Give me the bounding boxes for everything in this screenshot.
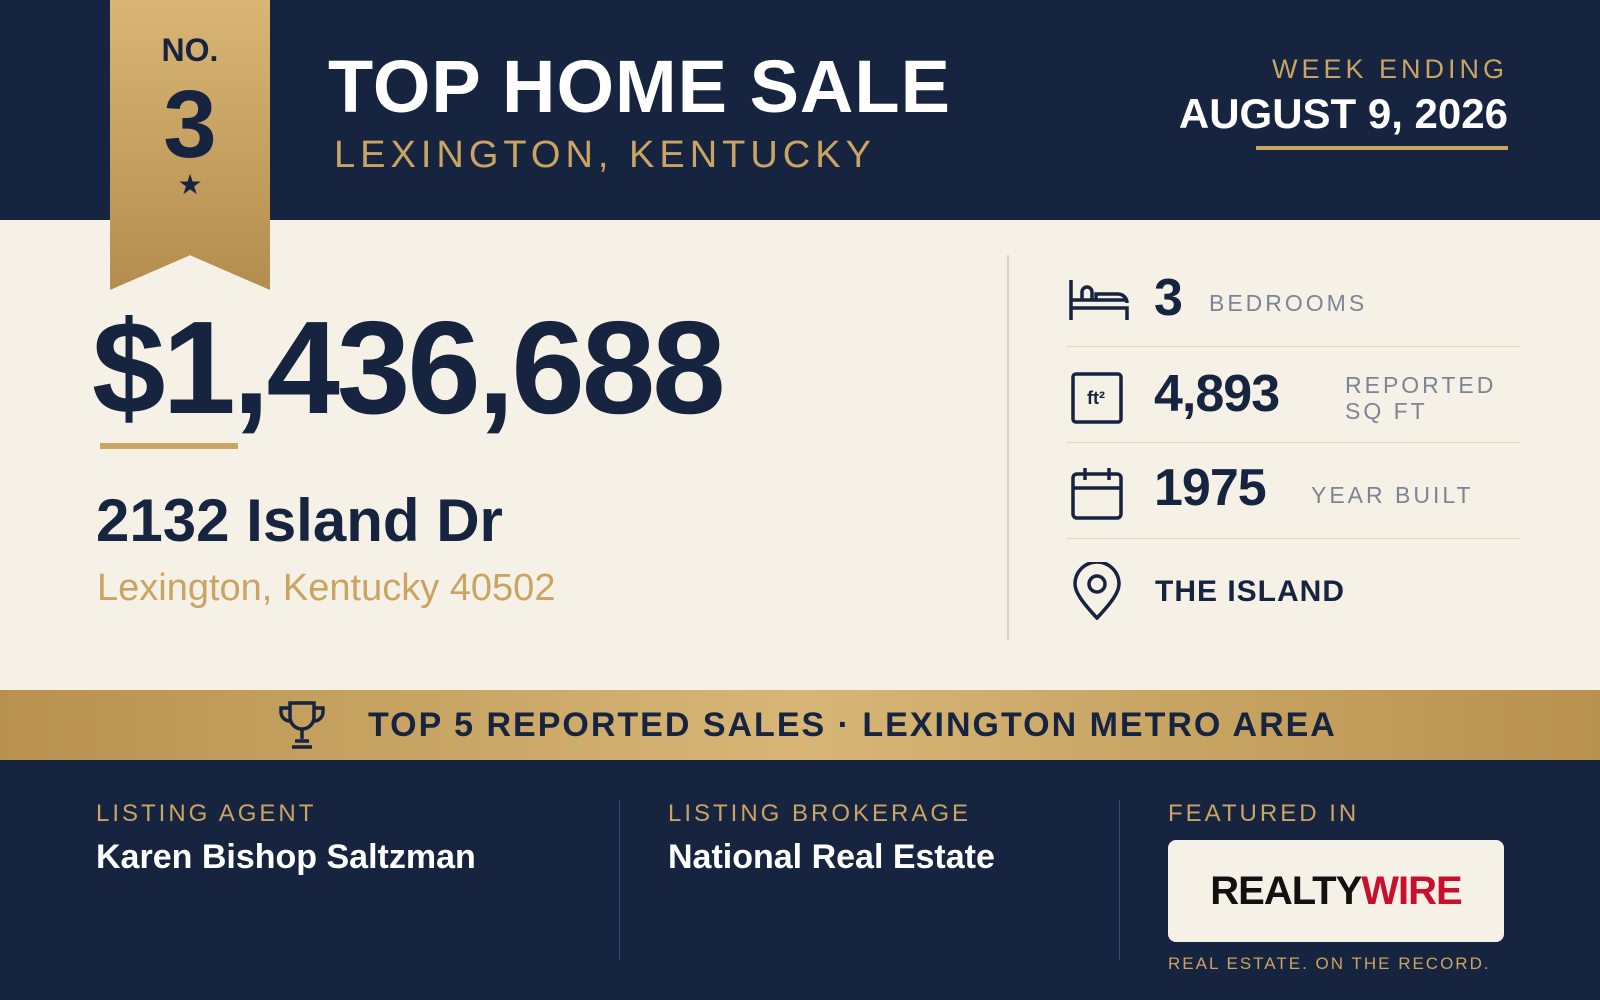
title: TOP HOME SALE bbox=[328, 45, 951, 128]
star: ★ bbox=[177, 169, 203, 200]
ribbon-label: NO. bbox=[161, 32, 219, 68]
bed-icon bbox=[1069, 280, 1129, 320]
featured-label: FEATURED IN bbox=[1168, 800, 1360, 827]
week-label: WEEK ENDING bbox=[1271, 54, 1508, 84]
street: 2132 Island Dr bbox=[96, 487, 503, 554]
stat-label: BEDROOMS bbox=[1209, 290, 1368, 316]
brokerage: National Real Estate bbox=[668, 838, 995, 876]
city: Lexington, Kentucky 40502 bbox=[97, 567, 556, 609]
row-divider bbox=[1066, 346, 1520, 347]
banner bbox=[0, 690, 1600, 760]
stat-label: YEAR BUILT bbox=[1311, 482, 1474, 508]
pin-icon bbox=[1073, 562, 1121, 620]
brokerage-label: LISTING BROKERAGE bbox=[668, 800, 972, 827]
agent: Karen Bishop Saltzman bbox=[96, 838, 476, 876]
price: $1,436,688 bbox=[92, 294, 726, 441]
divider bbox=[1119, 800, 1120, 960]
row-divider bbox=[1066, 442, 1520, 443]
agent-label: LISTING AGENT bbox=[96, 800, 317, 827]
calendar-icon bbox=[1071, 468, 1123, 520]
underline bbox=[1256, 146, 1508, 150]
banner-text: TOP 5 REPORTED SALES · LEXINGTON METRO A… bbox=[368, 706, 1337, 744]
location: LEXINGTON, KENTUCKY bbox=[334, 134, 876, 176]
logo-b: WIRE bbox=[1361, 869, 1462, 913]
trophy-icon bbox=[279, 701, 325, 749]
week-date: AUGUST 9, 2026 bbox=[1178, 90, 1508, 137]
row-divider bbox=[1066, 538, 1520, 539]
ribbon-number: 3 bbox=[163, 71, 217, 178]
neighborhood: THE ISLAND bbox=[1155, 575, 1345, 608]
logo-a: REALTY bbox=[1210, 869, 1362, 913]
ribbon bbox=[110, 0, 270, 290]
divider bbox=[1007, 255, 1009, 640]
stat-value: 1975 bbox=[1154, 459, 1267, 517]
stat-label: REPORTED SQ FT bbox=[1345, 372, 1497, 424]
tagline: REAL ESTATE. ON THE RECORD. bbox=[1168, 954, 1491, 973]
stat-value: 3 bbox=[1154, 269, 1183, 327]
logo: REALTYWIRE bbox=[1168, 840, 1504, 942]
divider bbox=[619, 800, 620, 960]
stat-value: 4,893 bbox=[1154, 365, 1280, 423]
price-rule bbox=[100, 443, 238, 449]
sqft-icon: ft² bbox=[1071, 372, 1123, 424]
svg-text:ft²: ft² bbox=[1087, 388, 1105, 408]
